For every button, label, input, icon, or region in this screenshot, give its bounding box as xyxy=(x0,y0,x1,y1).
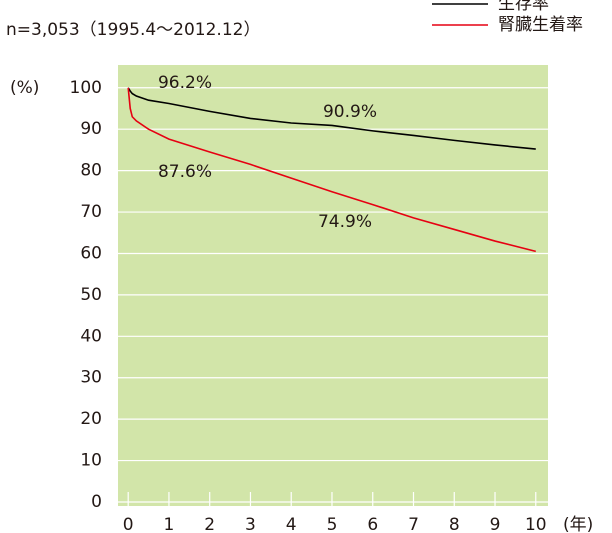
x-tick-label: 7 xyxy=(408,515,419,533)
y-tick-label: 50 xyxy=(80,285,102,305)
y-tick-label: 60 xyxy=(80,243,102,263)
y-tick-label: 10 xyxy=(80,451,102,471)
annotation: 96.2% xyxy=(158,73,212,93)
x-tick-label: 6 xyxy=(367,515,378,533)
y-tick-label: 90 xyxy=(80,119,102,139)
y-tick-label: 100 xyxy=(70,78,102,98)
legend-label: 生存率 xyxy=(498,0,549,14)
annotation: 74.9% xyxy=(318,212,372,232)
x-tick-label: 5 xyxy=(327,515,338,533)
x-tick-label: 3 xyxy=(245,515,256,533)
y-tick-label: 40 xyxy=(80,326,102,346)
series-line xyxy=(127,87,536,150)
y-tick-label: 30 xyxy=(80,368,102,388)
series-line xyxy=(127,87,536,253)
x-tick-label: 1 xyxy=(164,515,175,533)
x-tick-label: 10 xyxy=(525,515,547,533)
y-tick-label: 20 xyxy=(80,409,102,429)
y-tick-label: 0 xyxy=(91,492,102,512)
chart-subtitle: n=3,053（1995.4～2012.12） xyxy=(6,20,260,40)
y-tick-label: 80 xyxy=(80,161,102,181)
x-tick-label: 9 xyxy=(490,515,501,533)
legend-label: 腎臓生着率 xyxy=(498,15,583,35)
x-tick-label: 0 xyxy=(123,515,134,533)
plot-area xyxy=(118,65,548,506)
x-tick-label: 4 xyxy=(286,515,297,533)
x-tick-label: 2 xyxy=(204,515,215,533)
annotation: 87.6% xyxy=(158,162,212,182)
y-axis-label: (%) xyxy=(10,78,39,98)
annotation: 90.9% xyxy=(323,102,377,122)
x-axis-label: (年) xyxy=(563,515,593,533)
y-tick-label: 70 xyxy=(80,202,102,222)
x-tick-label: 8 xyxy=(449,515,460,533)
